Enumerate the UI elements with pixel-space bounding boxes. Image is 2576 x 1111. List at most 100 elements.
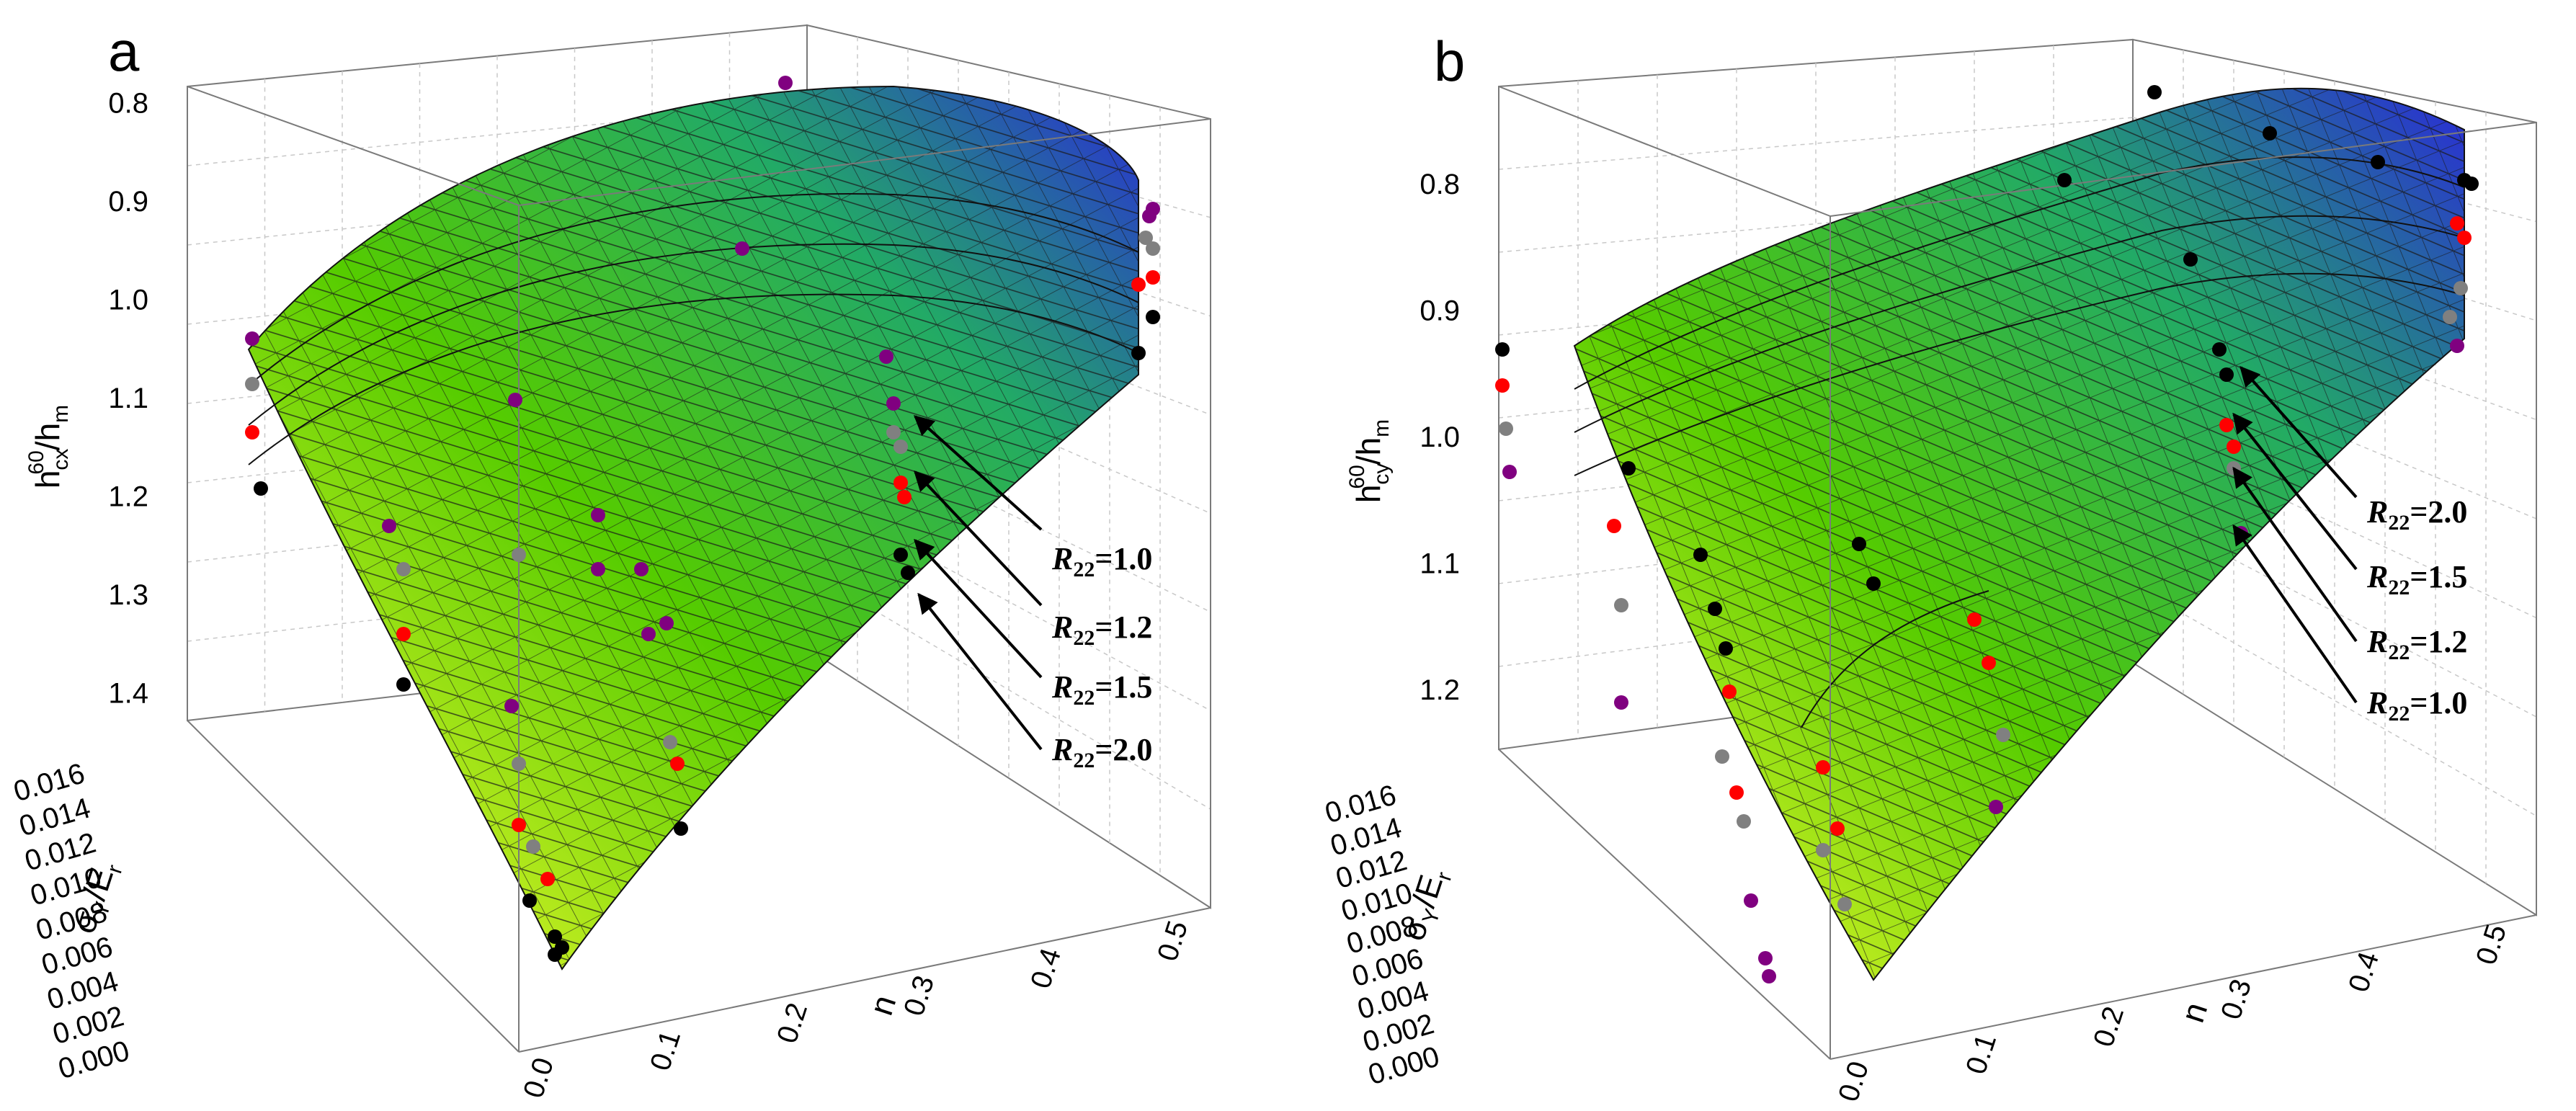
data-point	[2454, 281, 2468, 295]
z-tick-label: 0.9	[1420, 295, 1460, 327]
legend-label-b-1: R22=2.0	[2366, 494, 2467, 535]
x-tick-label: 0.3	[2215, 976, 2258, 1023]
x-tick-label: 0.0	[517, 1054, 560, 1102]
data-point	[508, 393, 522, 407]
data-point	[1614, 598, 1628, 612]
data-point	[886, 396, 901, 411]
z-tick-label: 1.1	[108, 383, 148, 414]
legend-label-b-2: R22=1.5	[2366, 559, 2467, 599]
data-point	[591, 562, 605, 576]
data-point	[1722, 684, 1737, 699]
data-point	[2057, 173, 2072, 187]
surface-a	[247, 85, 1139, 971]
data-point	[634, 562, 649, 576]
arrow-b-2	[2232, 412, 2358, 571]
x-tick-label: 0.4	[1025, 945, 1067, 992]
data-point	[1989, 800, 2003, 814]
data-point	[1982, 656, 1996, 670]
x-tick-label: 0.2	[771, 999, 814, 1047]
data-point	[893, 476, 908, 490]
z-tick-label: 1.0	[108, 284, 148, 316]
data-point	[659, 616, 674, 630]
data-point	[2450, 216, 2464, 231]
data-point	[2263, 126, 2277, 140]
x-tick-label: 0.3	[898, 972, 940, 1019]
data-point	[1830, 821, 1845, 836]
data-point	[2371, 155, 2385, 169]
data-point	[2212, 342, 2227, 357]
x-tick-label: 0.1	[1960, 1030, 2002, 1078]
arrow-b-3	[2232, 466, 2358, 643]
data-point	[1146, 241, 1160, 256]
data-point	[1866, 576, 1881, 591]
x-axis-label-a: n	[862, 991, 903, 1019]
z-tick-label: 1.3	[108, 579, 148, 611]
z-axis-ticks-a: 0.8 0.9 1.0 1.1 1.2 1.3 1.4	[108, 87, 148, 709]
data-point	[1499, 421, 1513, 436]
data-point	[2464, 177, 2479, 191]
z-axis-label-a: hcx60/hm	[24, 405, 73, 488]
data-point	[663, 735, 677, 749]
data-point	[512, 548, 526, 562]
x-axis-ticks-a: 0.0 0.1 0.2 0.3 0.4 0.5	[517, 917, 1194, 1102]
legend-annotations-b: R22=2.0 R22=1.5 R22=1.2 R22=1.0	[2232, 365, 2467, 726]
arrow-a-2	[914, 470, 1043, 607]
legend-label-b-4: R22=1.0	[2366, 685, 2467, 726]
data-point	[1495, 378, 1510, 393]
z-tick-label: 0.9	[108, 186, 148, 218]
data-point	[1816, 843, 1830, 857]
x-tick-label: 0.2	[2087, 1003, 2130, 1050]
z-axis-label-b: hcy60/hm	[1345, 419, 1394, 503]
arrow-a-1	[913, 415, 1043, 531]
data-point	[548, 947, 562, 962]
data-point	[1762, 969, 1776, 983]
data-point	[254, 481, 268, 496]
y-axis-label-a: σY/Er	[64, 857, 128, 940]
z-tick-label: 0.8	[1420, 169, 1460, 200]
data-point	[1146, 270, 1160, 285]
x-axis-ticks-b: 0.00.10.20.30.40.5	[1832, 921, 2513, 1105]
data-point	[1142, 209, 1156, 223]
data-point	[1708, 602, 1722, 616]
box-edges-b	[1498, 86, 2537, 1060]
arrow-a-4	[917, 592, 1043, 751]
legend-label-a-1: R22=1.0	[1051, 541, 1152, 581]
data-point	[1715, 749, 1729, 764]
data-point	[735, 241, 749, 256]
z-tick-label: 1.0	[1420, 421, 1460, 453]
surface-b	[1573, 87, 2465, 981]
legend-label-a-4: R22=2.0	[1051, 732, 1152, 772]
data-point	[591, 508, 605, 522]
data-point	[1495, 342, 1510, 357]
data-point	[2219, 367, 2234, 382]
data-point	[382, 519, 396, 533]
data-point	[2219, 418, 2234, 432]
data-point	[2227, 440, 2241, 454]
data-point	[1146, 310, 1160, 324]
data-point	[1729, 785, 1744, 800]
data-point	[1607, 519, 1621, 533]
data-point	[1131, 277, 1146, 292]
z-tick-label: 0.8	[108, 87, 148, 119]
data-point	[1967, 612, 1982, 627]
legend-annotations-a: R22=1.0 R22=1.2 R22=1.5 R22=2.0	[913, 415, 1152, 772]
data-point	[1816, 760, 1830, 775]
data-point	[886, 425, 901, 440]
arrow-a-3	[914, 538, 1043, 679]
legend-label-a-3: R22=1.5	[1051, 669, 1152, 710]
data-point	[1693, 548, 1708, 562]
data-point	[396, 627, 411, 641]
data-point	[396, 562, 411, 576]
data-point	[893, 440, 908, 454]
data-point	[901, 566, 915, 580]
x-tick-label: 0.1	[644, 1027, 687, 1074]
data-point	[512, 757, 526, 771]
x-axis-label-b: n	[2173, 998, 2214, 1027]
data-point	[1744, 893, 1758, 908]
data-point	[879, 349, 893, 364]
data-point	[245, 331, 259, 346]
data-point	[1852, 537, 1866, 551]
data-point	[1131, 346, 1146, 360]
data-point	[2457, 231, 2472, 245]
